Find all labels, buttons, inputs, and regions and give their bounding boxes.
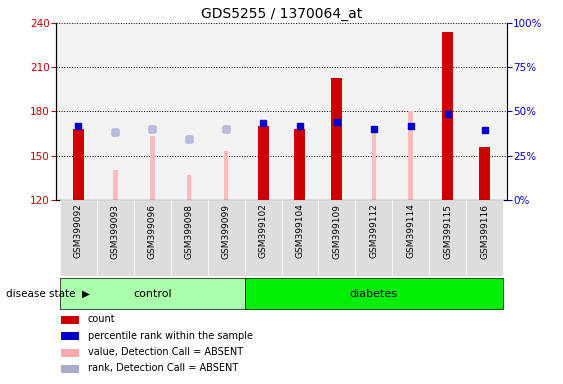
Text: GSM399092: GSM399092	[74, 204, 83, 258]
Text: control: control	[133, 289, 172, 299]
Text: disease state  ▶: disease state ▶	[6, 289, 90, 299]
FancyBboxPatch shape	[319, 200, 355, 276]
FancyBboxPatch shape	[244, 278, 503, 310]
Text: GSM399093: GSM399093	[111, 204, 120, 258]
Text: GSM399112: GSM399112	[369, 204, 378, 258]
Text: GSM399109: GSM399109	[332, 204, 341, 258]
Bar	[150, 136, 154, 200]
Bar	[257, 126, 269, 200]
Bar	[187, 175, 191, 200]
Text: GSM399096: GSM399096	[148, 204, 157, 258]
Bar	[442, 32, 453, 200]
FancyBboxPatch shape	[466, 200, 503, 276]
Bar	[113, 170, 118, 200]
Bar	[61, 332, 79, 340]
Text: GSM399098: GSM399098	[185, 204, 194, 258]
FancyBboxPatch shape	[60, 200, 97, 276]
Bar	[61, 365, 79, 373]
Bar	[61, 316, 79, 324]
Bar	[332, 78, 342, 200]
Text: percentile rank within the sample: percentile rank within the sample	[88, 331, 253, 341]
Title: GDS5255 / 1370064_at: GDS5255 / 1370064_at	[201, 7, 362, 21]
FancyBboxPatch shape	[244, 200, 282, 276]
Text: count: count	[88, 314, 115, 324]
Text: GSM399116: GSM399116	[480, 204, 489, 258]
FancyBboxPatch shape	[134, 200, 171, 276]
FancyBboxPatch shape	[429, 200, 466, 276]
Bar	[372, 129, 376, 200]
Bar	[409, 111, 413, 200]
FancyBboxPatch shape	[392, 200, 429, 276]
Text: GSM399102: GSM399102	[258, 204, 267, 258]
Text: value, Detection Call = ABSENT: value, Detection Call = ABSENT	[88, 347, 243, 357]
Bar	[294, 129, 306, 200]
Text: rank, Detection Call = ABSENT: rank, Detection Call = ABSENT	[88, 363, 238, 373]
Text: GSM399099: GSM399099	[222, 204, 231, 258]
FancyBboxPatch shape	[60, 278, 244, 310]
FancyBboxPatch shape	[208, 200, 244, 276]
Text: GSM399104: GSM399104	[296, 204, 305, 258]
Bar	[334, 122, 339, 200]
Bar	[61, 349, 79, 357]
Text: GSM399115: GSM399115	[443, 204, 452, 258]
Bar	[224, 151, 229, 200]
Bar	[73, 129, 84, 200]
Bar	[445, 114, 450, 200]
Bar	[479, 147, 490, 200]
FancyBboxPatch shape	[282, 200, 319, 276]
FancyBboxPatch shape	[97, 200, 134, 276]
Text: diabetes: diabetes	[350, 289, 398, 299]
FancyBboxPatch shape	[171, 200, 208, 276]
FancyBboxPatch shape	[355, 200, 392, 276]
Text: GSM399114: GSM399114	[406, 204, 415, 258]
